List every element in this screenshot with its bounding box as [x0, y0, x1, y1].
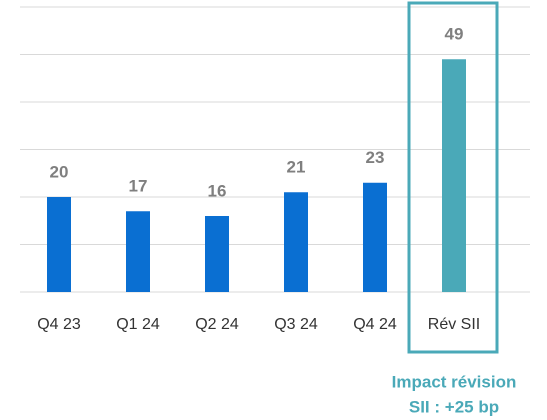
x-tick-label: Q1 24 [116, 316, 160, 333]
bar [47, 197, 71, 292]
data-label: 49 [445, 25, 464, 44]
bar [284, 192, 308, 292]
data-label: 20 [50, 162, 69, 181]
data-label: 23 [366, 148, 385, 167]
data-label: 21 [287, 158, 306, 177]
bar [442, 59, 466, 292]
data-label: 17 [129, 177, 148, 196]
x-tick-label: Rév SII [428, 316, 480, 333]
annotation: Impact révision [392, 372, 517, 391]
data-label: 16 [208, 181, 227, 200]
bar [205, 216, 229, 292]
bar [363, 182, 387, 292]
bar [126, 211, 150, 292]
highlight-box [407, 1, 499, 354]
x-tick-label: Q4 24 [353, 316, 397, 333]
x-tick-label: Q4 23 [37, 316, 81, 333]
x-tick-label: Q2 24 [195, 316, 239, 333]
annotation: SII : +25 bp [409, 397, 499, 416]
x-tick-label: Q3 24 [274, 316, 318, 333]
